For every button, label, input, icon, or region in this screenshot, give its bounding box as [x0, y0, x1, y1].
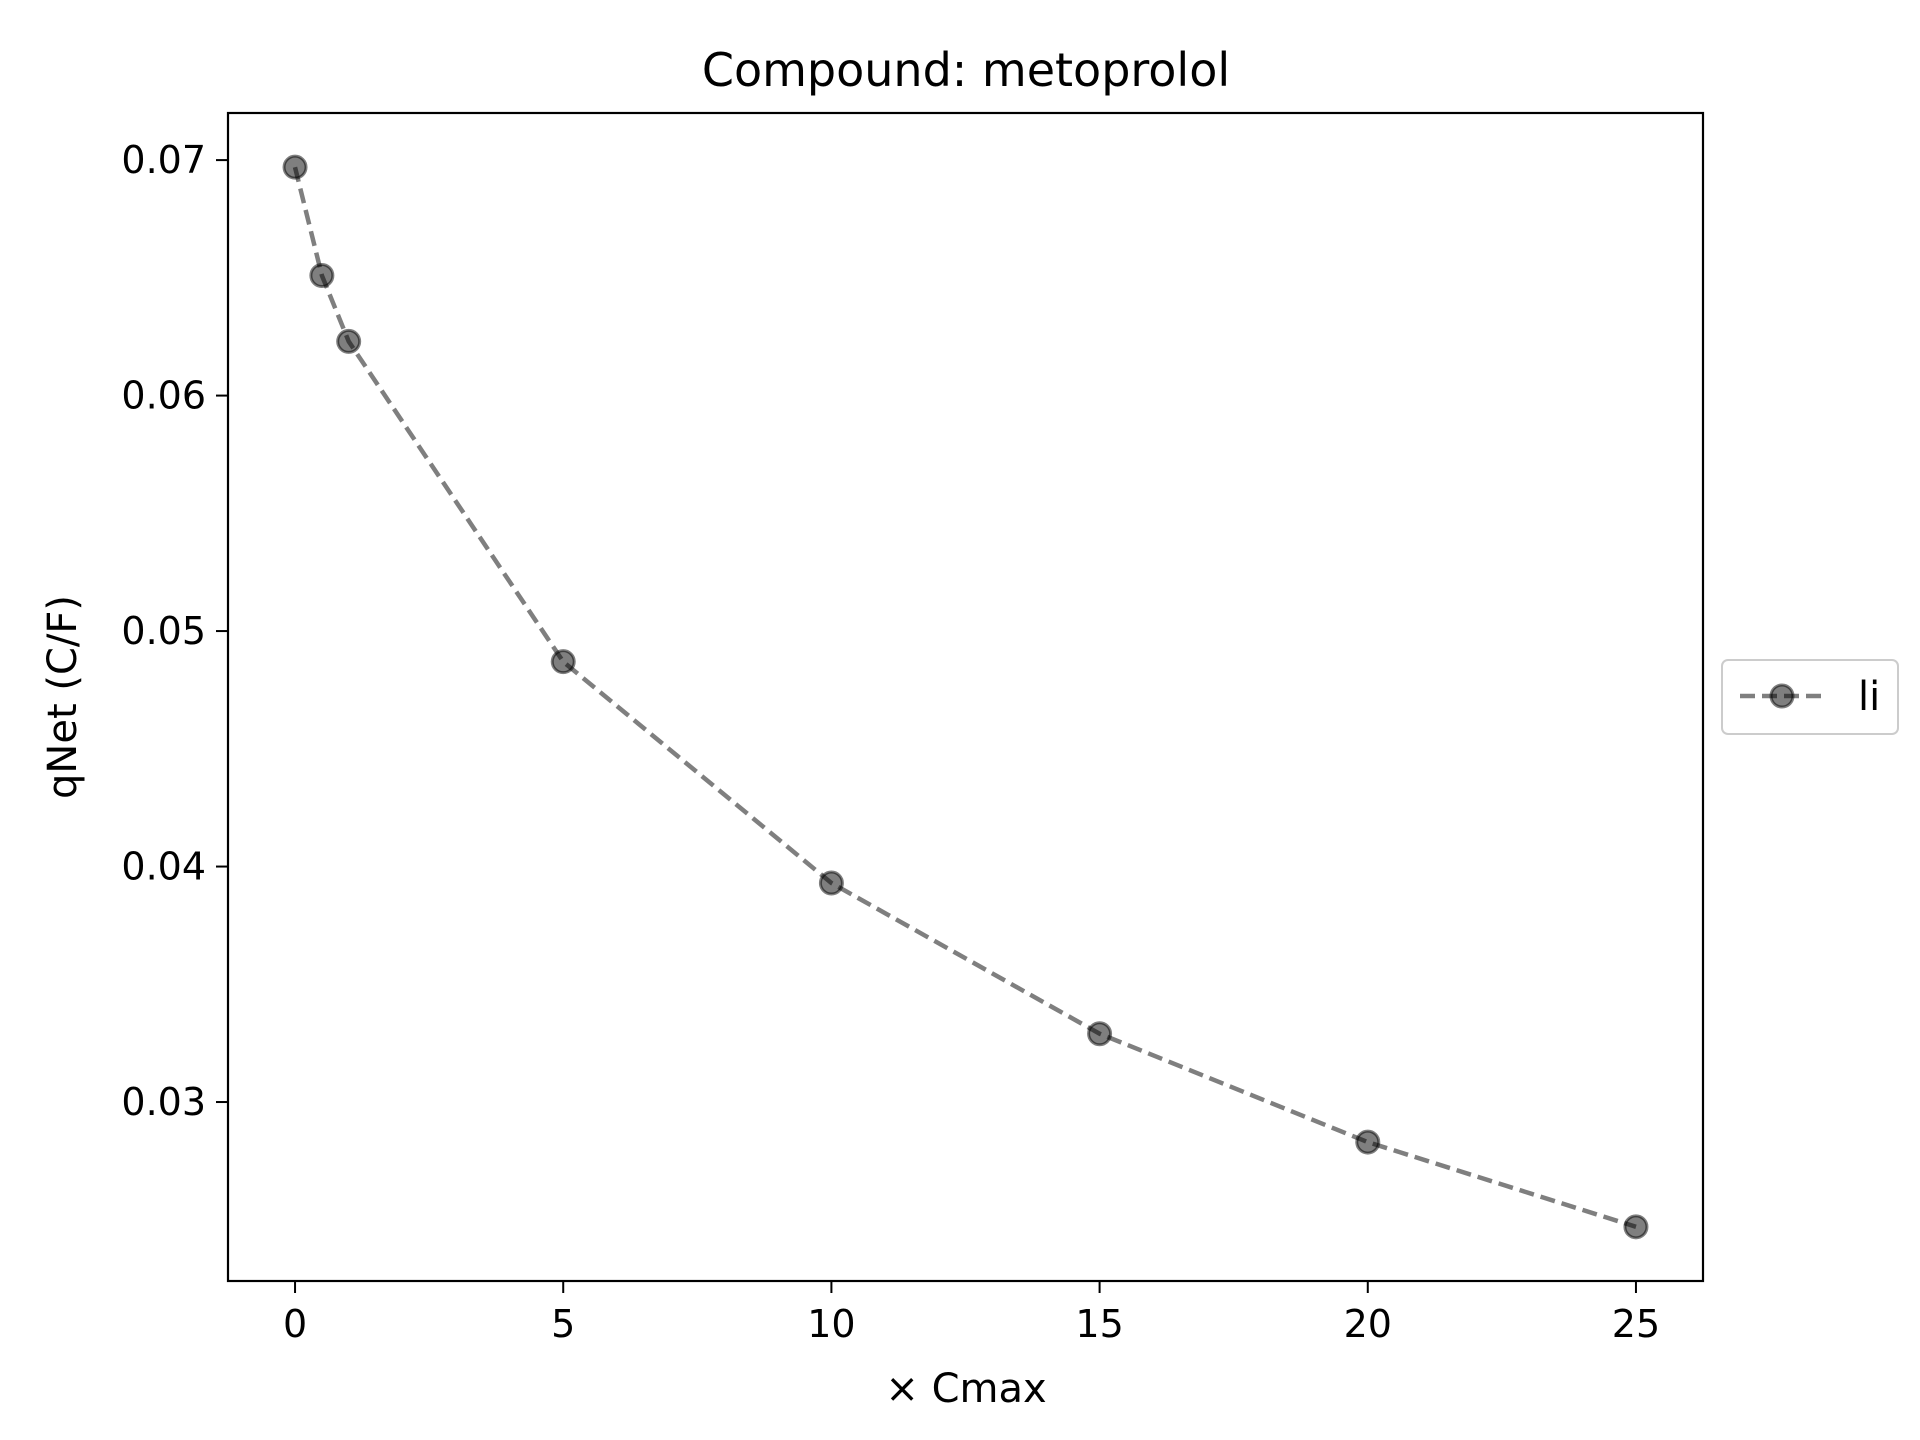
y-tick-label: 0.06 [121, 374, 206, 418]
y-tick-label: 0.05 [121, 609, 206, 653]
x-tick-label: 20 [1344, 1302, 1392, 1346]
data-point [1087, 1021, 1113, 1047]
x-tick-label: 10 [807, 1302, 855, 1346]
y-tick-label: 0.07 [121, 138, 206, 182]
chart-title: Compound: metoprolol [702, 43, 1230, 97]
data-point [550, 649, 576, 675]
data-point [1623, 1214, 1649, 1240]
y-tick-label: 0.03 [121, 1080, 206, 1124]
x-axis-label: × Cmax [885, 1366, 1046, 1412]
data-point [282, 154, 308, 180]
plot-area [282, 154, 1649, 1240]
legend-marker [1769, 683, 1795, 709]
data-point [1355, 1129, 1381, 1155]
y-axis: 0.03 0.04 0.05 0.06 0.07 [121, 138, 228, 1124]
data-point [336, 328, 362, 354]
y-axis-label: qNet (C/F) [40, 595, 86, 799]
x-axis: 0 5 10 15 20 25 [283, 1281, 1660, 1346]
series-line [292, 166, 1637, 1229]
x-tick-label: 15 [1075, 1302, 1123, 1346]
x-tick-label: 0 [283, 1302, 307, 1346]
legend: li [1721, 659, 1899, 735]
data-point [818, 870, 844, 896]
y-tick-label: 0.04 [121, 845, 206, 889]
legend-label: li [1858, 674, 1880, 720]
plot-frame [226, 111, 1705, 1283]
x-tick-label: 25 [1612, 1302, 1660, 1346]
data-point [309, 262, 335, 288]
x-tick-label: 5 [551, 1302, 575, 1346]
